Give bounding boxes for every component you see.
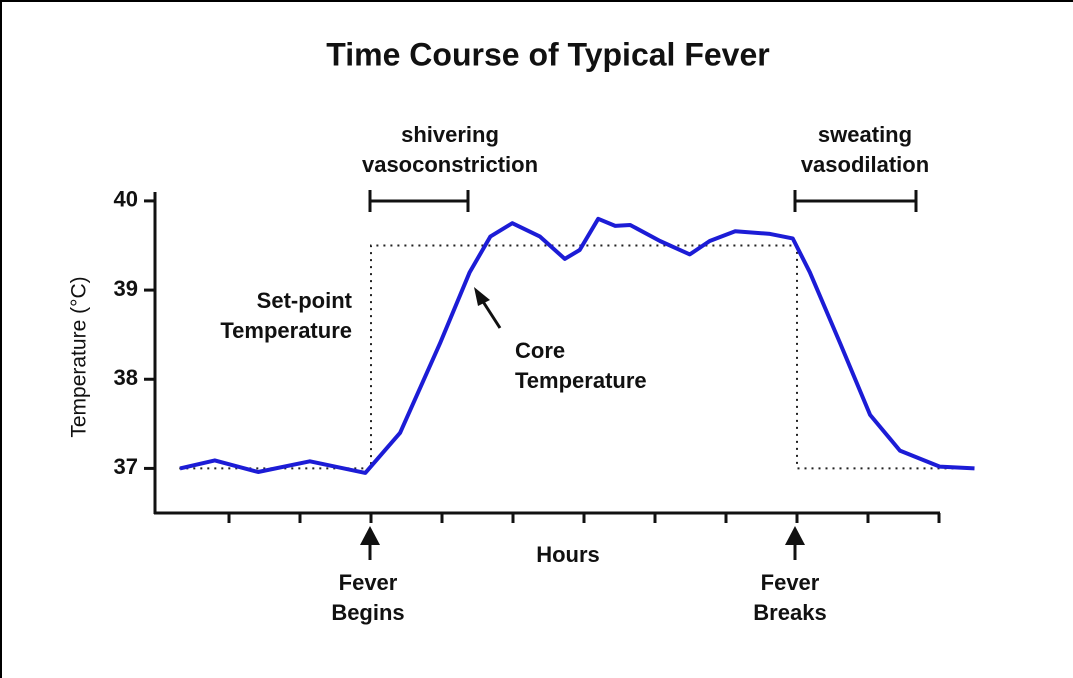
chart-title: Time Course of Typical Fever bbox=[326, 36, 769, 72]
annotation: sweating bbox=[818, 122, 912, 147]
y-tick-label: 40 bbox=[114, 187, 138, 212]
annotation: Set-point bbox=[257, 288, 353, 313]
annotation: Temperature bbox=[515, 368, 647, 393]
bracket bbox=[368, 190, 470, 212]
series-line bbox=[179, 216, 975, 475]
arrowhead bbox=[474, 287, 490, 306]
annotation: vasodilation bbox=[801, 152, 929, 177]
y-tick-label: 39 bbox=[114, 276, 138, 301]
series-line bbox=[179, 244, 975, 470]
x-axis-label: Hours bbox=[536, 542, 600, 567]
annotation-shapes bbox=[368, 190, 918, 560]
annotation: Begins bbox=[331, 600, 404, 625]
y-tick-label: 38 bbox=[114, 365, 138, 390]
annotation: shivering bbox=[401, 122, 499, 147]
arrowhead bbox=[360, 526, 380, 545]
bracket bbox=[793, 190, 918, 212]
annotation: Fever bbox=[339, 570, 398, 595]
y-axis-label: Temperature (°C) bbox=[68, 276, 91, 437]
annotation: Core bbox=[515, 338, 565, 363]
annotation: vasoconstriction bbox=[362, 152, 538, 177]
arrowhead bbox=[785, 526, 805, 545]
annotation: Temperature bbox=[220, 318, 352, 343]
arrow bbox=[480, 299, 502, 329]
annotation: Fever bbox=[761, 570, 820, 595]
annotation: Breaks bbox=[753, 600, 826, 625]
arrowheads bbox=[360, 287, 805, 545]
y-tick-label: 37 bbox=[114, 454, 138, 479]
